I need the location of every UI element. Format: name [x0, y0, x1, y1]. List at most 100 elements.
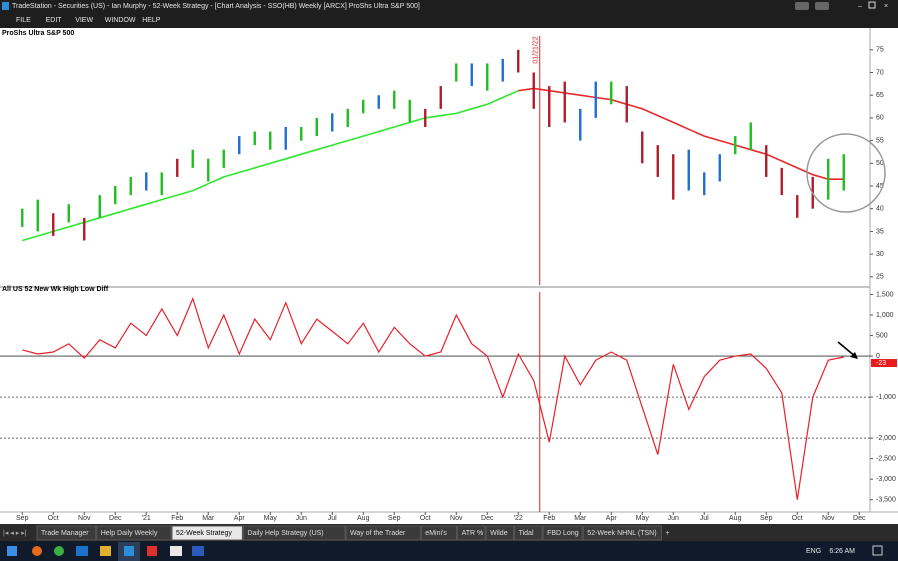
y-tick-label: -3,500: [876, 497, 896, 504]
indicator-panel-title: All US 52 New Wk High Low Diff: [2, 286, 109, 293]
tab[interactable]: [242, 525, 346, 541]
tab[interactable]: [345, 525, 421, 541]
x-tick-label: Nov: [78, 515, 91, 522]
x-tick-label: '21: [142, 515, 151, 522]
menu-item[interactable]: FILE: [16, 17, 31, 24]
firefox-icon[interactable]: [32, 546, 42, 556]
y-tick-label: -2,500: [876, 455, 896, 462]
tab[interactable]: [96, 525, 172, 541]
x-tick-label: Oct: [48, 515, 59, 522]
x-tick-label: Apr: [234, 515, 246, 522]
x-tick-label: Dec: [481, 515, 494, 522]
tab[interactable]: [420, 525, 458, 541]
x-tick-label: Apr: [606, 515, 618, 522]
tab-label[interactable]: FBD Long: [547, 530, 579, 537]
chart-marks: 25 30 35 40 45 50 55 60 65 70 75 1,500 1,000 500 0 -1,0…: [0, 36, 897, 522]
tab-label[interactable]: Tidal: [519, 530, 534, 537]
tab-label[interactable]: Help Daily Weekly: [101, 530, 158, 537]
x-tick-label: Jul: [700, 515, 709, 522]
x-tick-label: Jul: [328, 515, 337, 522]
x-tick-label: Feb: [543, 515, 555, 522]
y-tick-label: 75: [876, 47, 884, 54]
add-tab[interactable]: +: [666, 530, 670, 537]
app-icon: [2, 2, 9, 10]
x-tick-label: Nov: [822, 515, 835, 522]
tab-label[interactable]: Daily Help Strategy (US): [247, 530, 323, 537]
y-tick-label: 50: [876, 160, 884, 167]
x-tick-label: Oct: [420, 515, 431, 522]
word-icon[interactable]: [192, 546, 204, 556]
menu-bar: FILE EDIT VIEW WINDOW HELP: [16, 17, 161, 24]
app-icon-6[interactable]: [147, 546, 157, 556]
y-tick-label: 30: [876, 251, 884, 258]
x-tick-label: Aug: [729, 515, 742, 522]
explorer-icon[interactable]: [100, 546, 111, 556]
x-tick-label: Feb: [171, 515, 183, 522]
y-tick-label: 40: [876, 206, 884, 213]
menu-item[interactable]: HELP: [142, 17, 161, 24]
value-label: -23: [876, 360, 886, 367]
y-tick-label: 35: [876, 228, 884, 235]
tab[interactable]: [582, 525, 662, 541]
x-tick-label: Dec: [853, 515, 866, 522]
y-tick-label: 25: [876, 274, 884, 281]
x-tick-label: Sep: [16, 515, 29, 522]
minimize-button[interactable]: –: [858, 3, 862, 10]
value-label-box: [871, 359, 897, 368]
tab-label[interactable]: ATR %: [462, 530, 484, 537]
y-tick-label: 0: [876, 353, 880, 360]
tab-label[interactable]: Wilde: [490, 530, 508, 537]
link-button[interactable]: [815, 2, 829, 10]
x-tick-label: Sep: [760, 515, 773, 522]
clock: 6:26 AM: [829, 548, 855, 555]
moving-average: [518, 87, 844, 180]
x-tick-label: Nov: [450, 515, 463, 522]
tab-label[interactable]: 52-Week Strategy: [176, 530, 232, 537]
y-tick-label: 65: [876, 92, 884, 99]
start-button[interactable]: [7, 546, 17, 556]
tab-label[interactable]: Trade Manager: [41, 530, 89, 537]
date-marker-label: 01/21/22: [533, 36, 540, 63]
maximize-button[interactable]: [868, 1, 876, 9]
x-tick-label: Oct: [792, 515, 803, 522]
tabs: Trade Manager Help Daily Weekly 52-Week St…: [36, 525, 670, 541]
menu-item[interactable]: VIEW: [75, 17, 93, 24]
tab-label[interactable]: 52-Week NHNL (TSN): [587, 530, 656, 537]
taskbar: [0, 541, 898, 561]
y-tick-label: 45: [876, 183, 884, 190]
y-tick-label: 500: [876, 332, 888, 339]
chrome-icon[interactable]: [54, 546, 64, 556]
app-icon-7[interactable]: [170, 546, 182, 556]
tab-label[interactable]: Way of the Trader: [350, 530, 406, 537]
x-tick-label: Aug: [357, 515, 370, 522]
tab[interactable]: [457, 525, 486, 541]
menu-item[interactable]: WINDOW: [105, 17, 136, 24]
x-tick-label: Dec: [109, 515, 122, 522]
x-tick-label: May: [264, 515, 278, 522]
menu-item[interactable]: EDIT: [46, 17, 63, 24]
notifications[interactable]: [872, 545, 883, 556]
y-tick-label: -2,000: [876, 435, 896, 442]
tab[interactable]: [171, 525, 243, 541]
y-tick-label: 60: [876, 115, 884, 122]
title-and-menu-bar: [0, 0, 898, 28]
x-tick-label: Jun: [296, 515, 307, 522]
tradestation-icon[interactable]: [124, 546, 134, 556]
x-tick-label: Mar: [202, 515, 215, 522]
tab-nav[interactable]: |◂ ◂ ▸ ▸|: [3, 530, 27, 537]
y-tick-label: 1,000: [876, 312, 894, 319]
x-tick-label: '22: [514, 515, 523, 522]
edge-icon[interactable]: [76, 546, 88, 556]
x-tick-label: Sep: [388, 515, 401, 522]
close-button[interactable]: ×: [884, 3, 888, 10]
indicator-line: [22, 296, 844, 500]
price-panel-title: ProShs Ultra S&P 500: [2, 30, 74, 37]
tab[interactable]: [542, 525, 583, 541]
tab-label[interactable]: eMini's: [425, 530, 447, 537]
arrow-head: [850, 352, 858, 359]
tab[interactable]: [36, 525, 97, 541]
tab[interactable]: [514, 525, 543, 541]
tab[interactable]: [485, 525, 515, 541]
sync-button[interactable]: [795, 2, 809, 10]
